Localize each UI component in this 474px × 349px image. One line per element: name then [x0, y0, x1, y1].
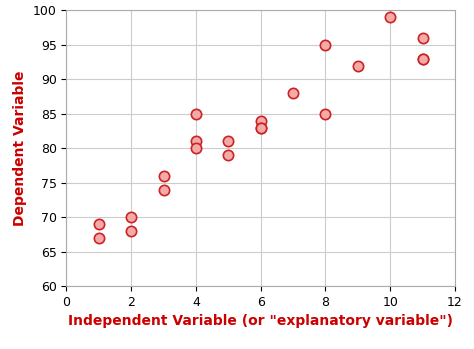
Point [419, 35, 427, 41]
Point [257, 125, 264, 131]
Point [192, 111, 200, 117]
Point [322, 42, 329, 48]
Point [354, 63, 362, 68]
Point [322, 111, 329, 117]
Point [95, 221, 102, 227]
Point [289, 90, 297, 96]
Point [95, 235, 102, 241]
Point [128, 214, 135, 220]
Point [160, 173, 167, 179]
Point [419, 56, 427, 61]
Point [386, 15, 394, 20]
Point [160, 187, 167, 192]
Point [192, 139, 200, 144]
Point [225, 153, 232, 158]
X-axis label: Independent Variable (or "explanatory variable"): Independent Variable (or "explanatory va… [68, 314, 453, 328]
Point [419, 56, 427, 61]
Point [257, 118, 264, 124]
Point [128, 228, 135, 234]
Point [257, 125, 264, 131]
Point [192, 146, 200, 151]
Y-axis label: Dependent Variable: Dependent Variable [13, 70, 27, 226]
Point [225, 139, 232, 144]
